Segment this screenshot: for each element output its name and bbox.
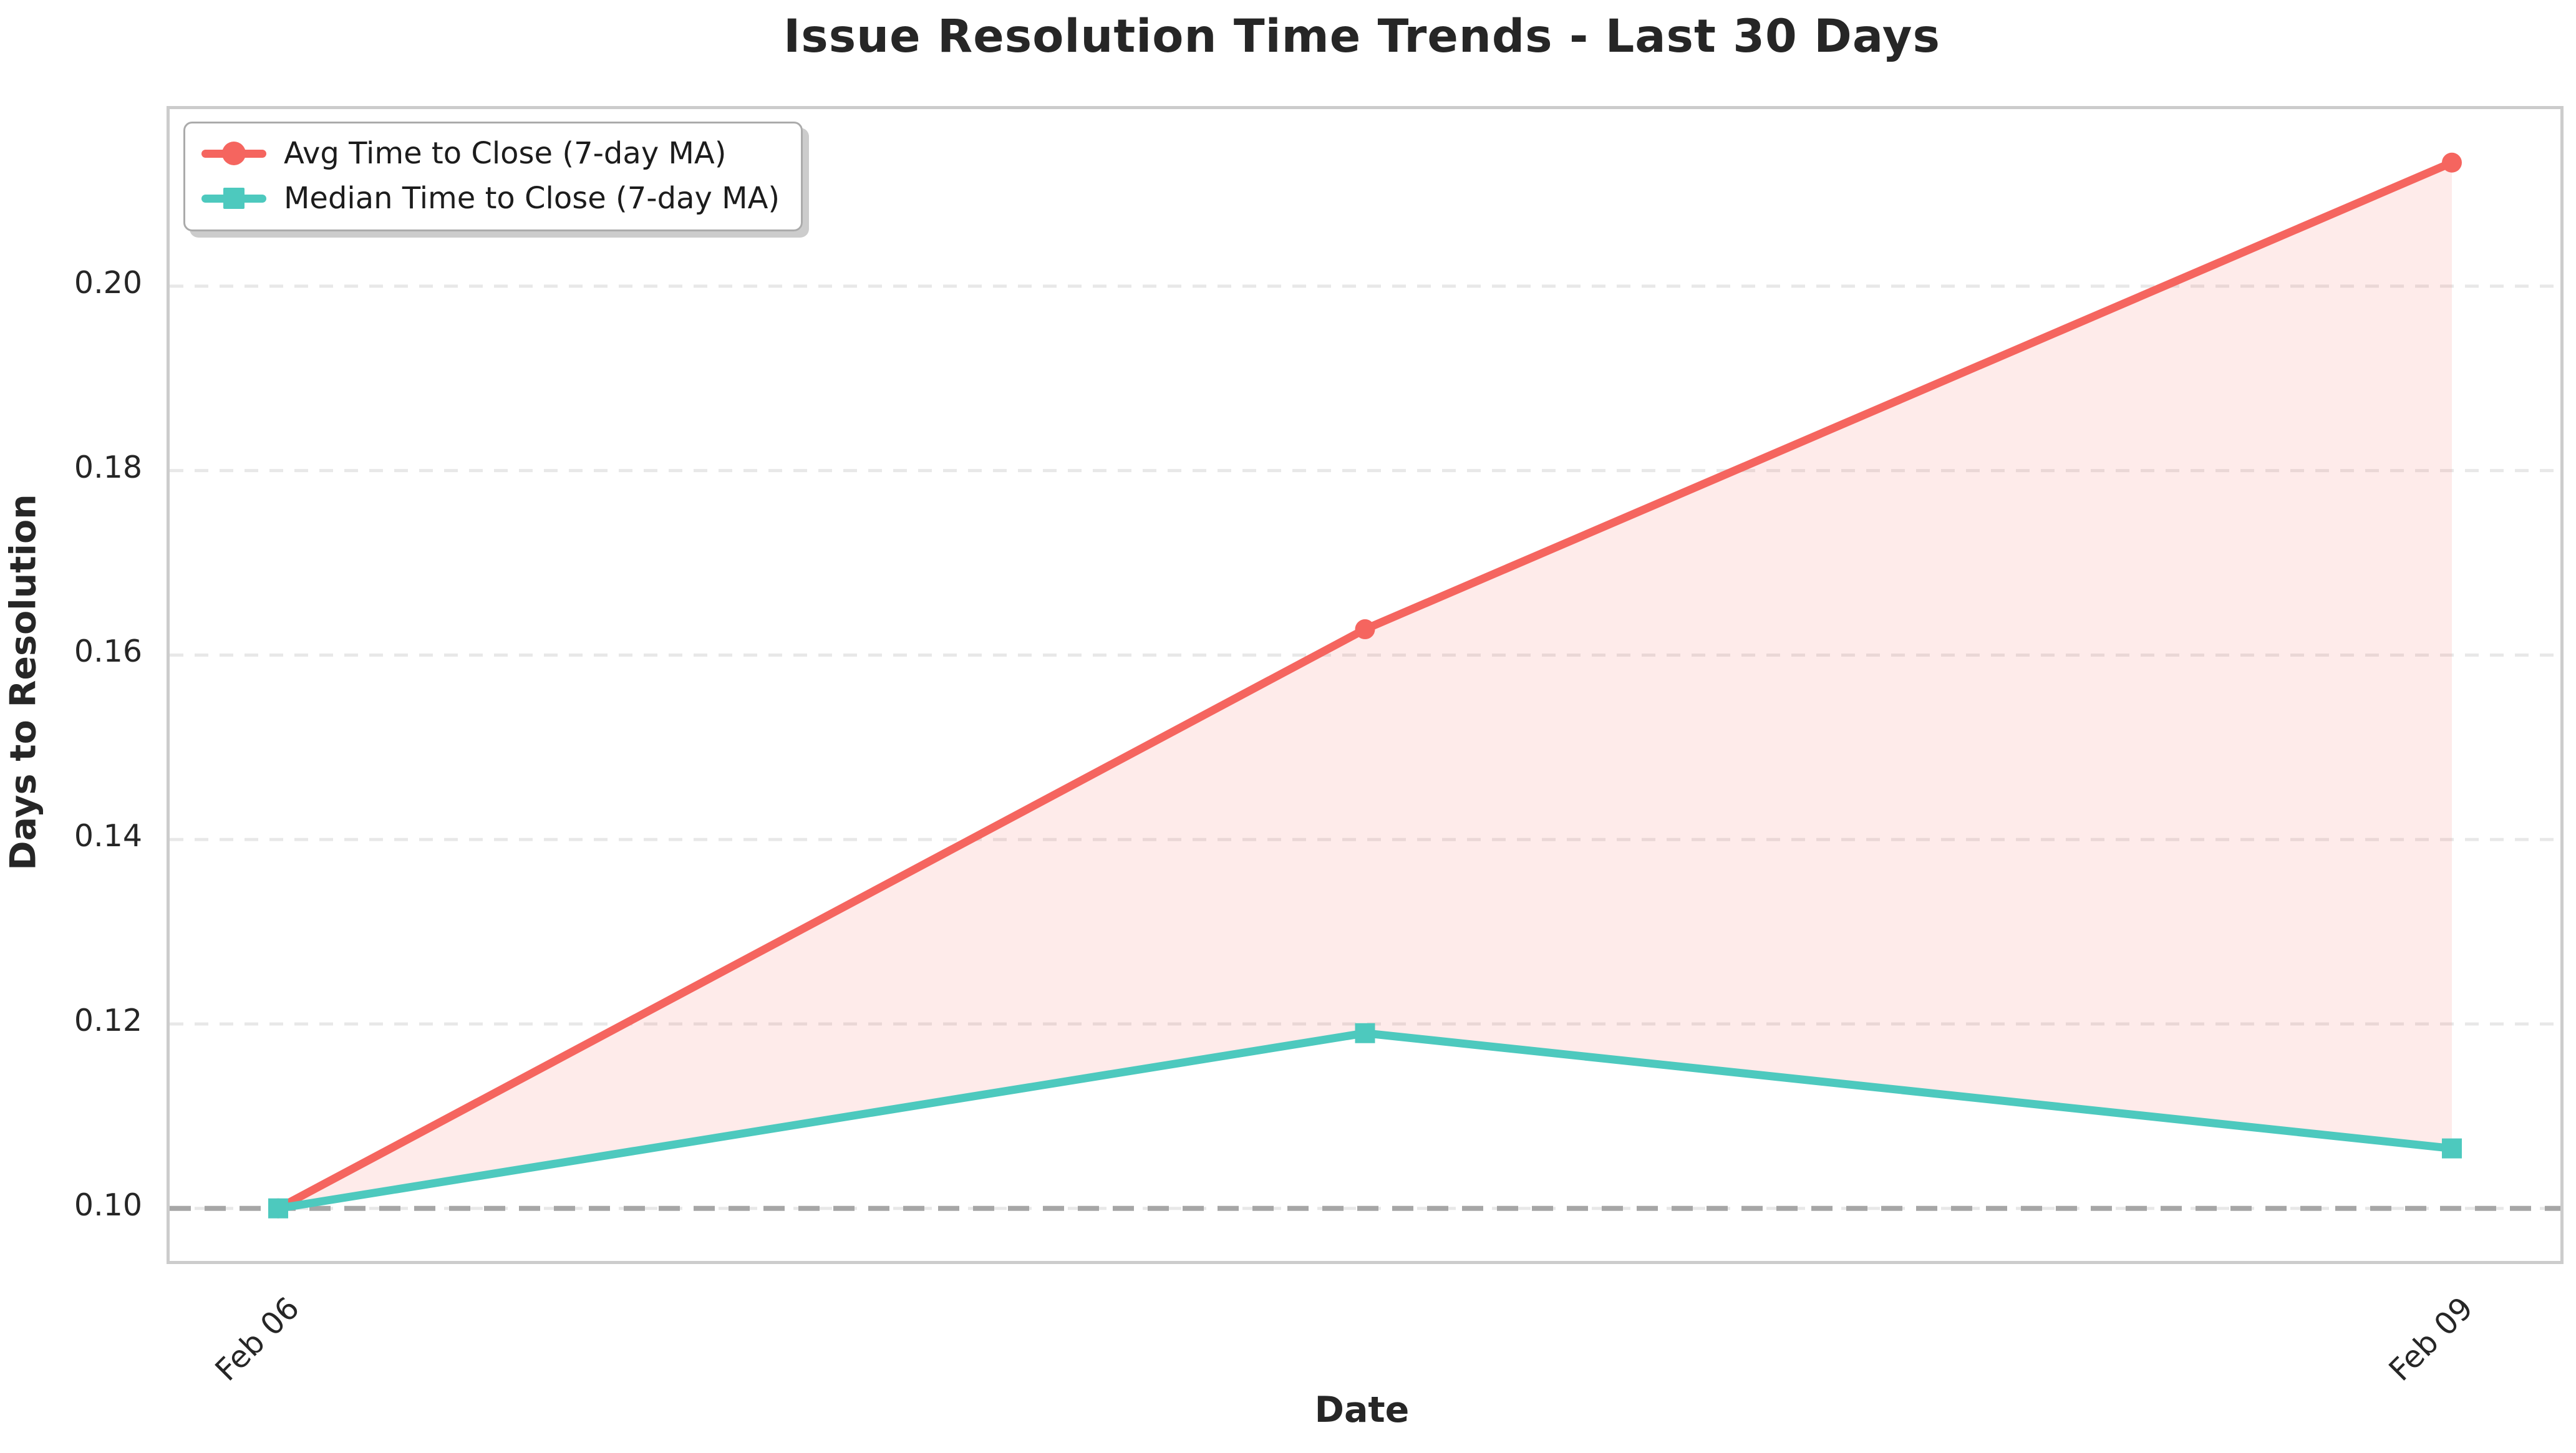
median-marker-point <box>1355 1023 1375 1043</box>
y-tick-label: 0.18 <box>74 449 142 485</box>
median-marker-point <box>2441 1138 2462 1159</box>
x-axis-label: Date <box>1314 1389 1410 1431</box>
fill-between-region <box>278 162 2452 1209</box>
median-line-swatch <box>201 188 266 209</box>
plot-area: Avg Time to Close (7-day MA) Median Time… <box>167 106 2564 1264</box>
legend: Avg Time to Close (7-day MA) Median Time… <box>183 122 803 231</box>
legend-label-avg: Avg Time to Close (7-day MA) <box>284 136 727 171</box>
y-tick-label: 0.16 <box>74 634 142 670</box>
median-marker-point <box>268 1198 289 1219</box>
y-axis-label: Days to Resolution <box>3 493 45 871</box>
y-tick-label: 0.20 <box>74 264 142 301</box>
legend-label-median: Median Time to Close (7-day MA) <box>284 181 780 216</box>
square-marker-icon <box>223 188 245 209</box>
chart-title: Issue Resolution Time Trends - Last 30 D… <box>783 10 1940 63</box>
circle-marker-icon <box>222 142 246 165</box>
x-tick-label: Feb 06 <box>208 1290 307 1388</box>
legend-item-median: Median Time to Close (7-day MA) <box>201 181 780 216</box>
y-tick-label: 0.12 <box>74 1002 142 1038</box>
y-tick-label: 0.10 <box>74 1187 142 1223</box>
avg-marker-point <box>2441 152 2462 173</box>
legend-item-avg: Avg Time to Close (7-day MA) <box>201 136 780 171</box>
y-tick-label: 0.14 <box>74 818 142 854</box>
plot-svg <box>170 152 2560 1219</box>
x-tick-label: Feb 09 <box>2382 1290 2481 1388</box>
avg-line-swatch <box>201 142 266 165</box>
avg-marker-point <box>1355 619 1375 640</box>
